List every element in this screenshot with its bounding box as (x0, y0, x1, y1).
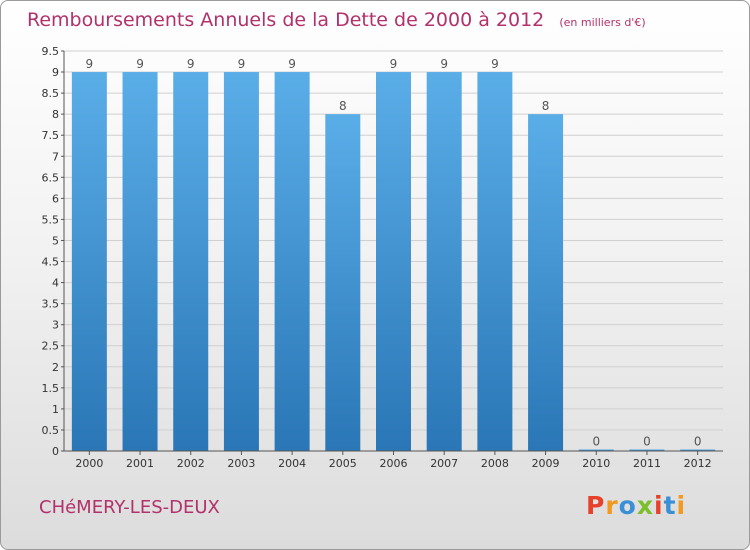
y-tick-label: 2 (52, 361, 59, 374)
x-tick-label: 2010 (582, 457, 610, 470)
x-tick-label: 2008 (481, 457, 509, 470)
logo-letter: i (676, 491, 687, 520)
bar-2008 (477, 72, 513, 451)
x-tick-labels: 2000 2001 2002 2003 2004 2005 2006 2007 2008 2009… (75, 451, 712, 470)
bar-2012 (680, 449, 716, 451)
logo-letter: o (618, 491, 637, 520)
y-tick-label: 5 (52, 234, 59, 247)
data-label: 9 (136, 57, 144, 71)
bar-2003 (223, 72, 259, 451)
y-tick-label: 4 (52, 277, 59, 290)
data-label: 8 (339, 99, 347, 113)
data-label: 9 (390, 57, 398, 71)
x-tick-label: 2005 (329, 457, 357, 470)
x-tick-label: 2006 (380, 457, 408, 470)
data-label: 0 (643, 435, 651, 449)
x-tick-label: 2004 (278, 457, 306, 470)
data-label: 9 (440, 57, 448, 71)
x-tick-label: 2009 (532, 457, 560, 470)
bar-2001 (122, 72, 158, 451)
data-label: 0 (592, 435, 600, 449)
y-tick-label: 7.5 (42, 129, 60, 142)
bar-2009 (528, 114, 564, 451)
data-label: 0 (694, 435, 702, 449)
data-label: 9 (288, 57, 296, 71)
bar-2005 (325, 114, 361, 451)
y-tick-label: 3 (52, 319, 59, 332)
data-label: 9 (238, 57, 246, 71)
y-tick-label: 1.5 (42, 382, 60, 395)
axes (63, 51, 723, 452)
data-labels: 9 9 9 9 9 8 9 9 9 8 0 0 0 (86, 57, 702, 448)
chart-title: Remboursements Annuels de la Dette de 20… (27, 9, 545, 31)
x-tick-label: 2011 (633, 457, 661, 470)
data-label: 8 (542, 99, 550, 113)
bar-2004 (274, 72, 310, 451)
commune-name: CHéMERY-LES-DEUX (39, 497, 220, 518)
y-tick-label: 8.5 (42, 87, 60, 100)
data-label: 9 (491, 57, 499, 71)
x-tick-label: 2003 (227, 457, 255, 470)
bar-2006 (376, 72, 411, 451)
unit-note: (en milliers d'€) (559, 16, 646, 29)
y-tick-label: 0.5 (42, 424, 60, 437)
logo-letter: P (586, 491, 606, 520)
y-tick-label: 8 (52, 108, 59, 121)
bars (71, 72, 716, 451)
y-tick-label: 4.5 (42, 256, 60, 269)
y-tick-label: 7 (52, 150, 59, 163)
y-tick-label: 9 (52, 66, 59, 79)
logo-letter: r (605, 491, 619, 520)
y-tick-label: 5.5 (42, 213, 60, 226)
logo-letter: i (654, 491, 664, 520)
y-tick-label: 1 (52, 403, 59, 416)
y-tick-label: 6 (52, 192, 59, 205)
logo-letter: t (663, 491, 677, 520)
x-tick-label: 2000 (75, 457, 103, 470)
y-tick-label: 3.5 (42, 298, 60, 311)
y-tick-label: 9.5 (42, 45, 60, 58)
proxiti-logo: Proxiti (586, 491, 686, 520)
y-tick-label: 6.5 (42, 171, 60, 184)
data-label: 9 (187, 57, 195, 71)
x-tick-label: 2012 (684, 457, 712, 470)
y-tick-label: 0 (52, 445, 59, 458)
logo-letter: x (636, 491, 654, 520)
y-tick-labels: 0 0.5 1 1.5 2 2.5 3 3.5 4 4.5 5 5.5 6 6.5 7 7.5 8 8.5 9 9.5 (42, 45, 64, 458)
bar-2000 (71, 72, 107, 451)
bar-2010 (578, 449, 614, 451)
bar-2002 (173, 72, 209, 451)
x-tick-label: 2001 (126, 457, 154, 470)
data-label: 9 (86, 57, 94, 71)
x-tick-label: 2002 (177, 457, 205, 470)
chart-title-row: Remboursements Annuels de la Dette de 20… (27, 9, 646, 31)
y-tick-label: 2.5 (42, 340, 60, 353)
x-tick-label: 2007 (430, 457, 458, 470)
bar-2007 (426, 72, 462, 451)
bar-2011 (629, 449, 665, 451)
